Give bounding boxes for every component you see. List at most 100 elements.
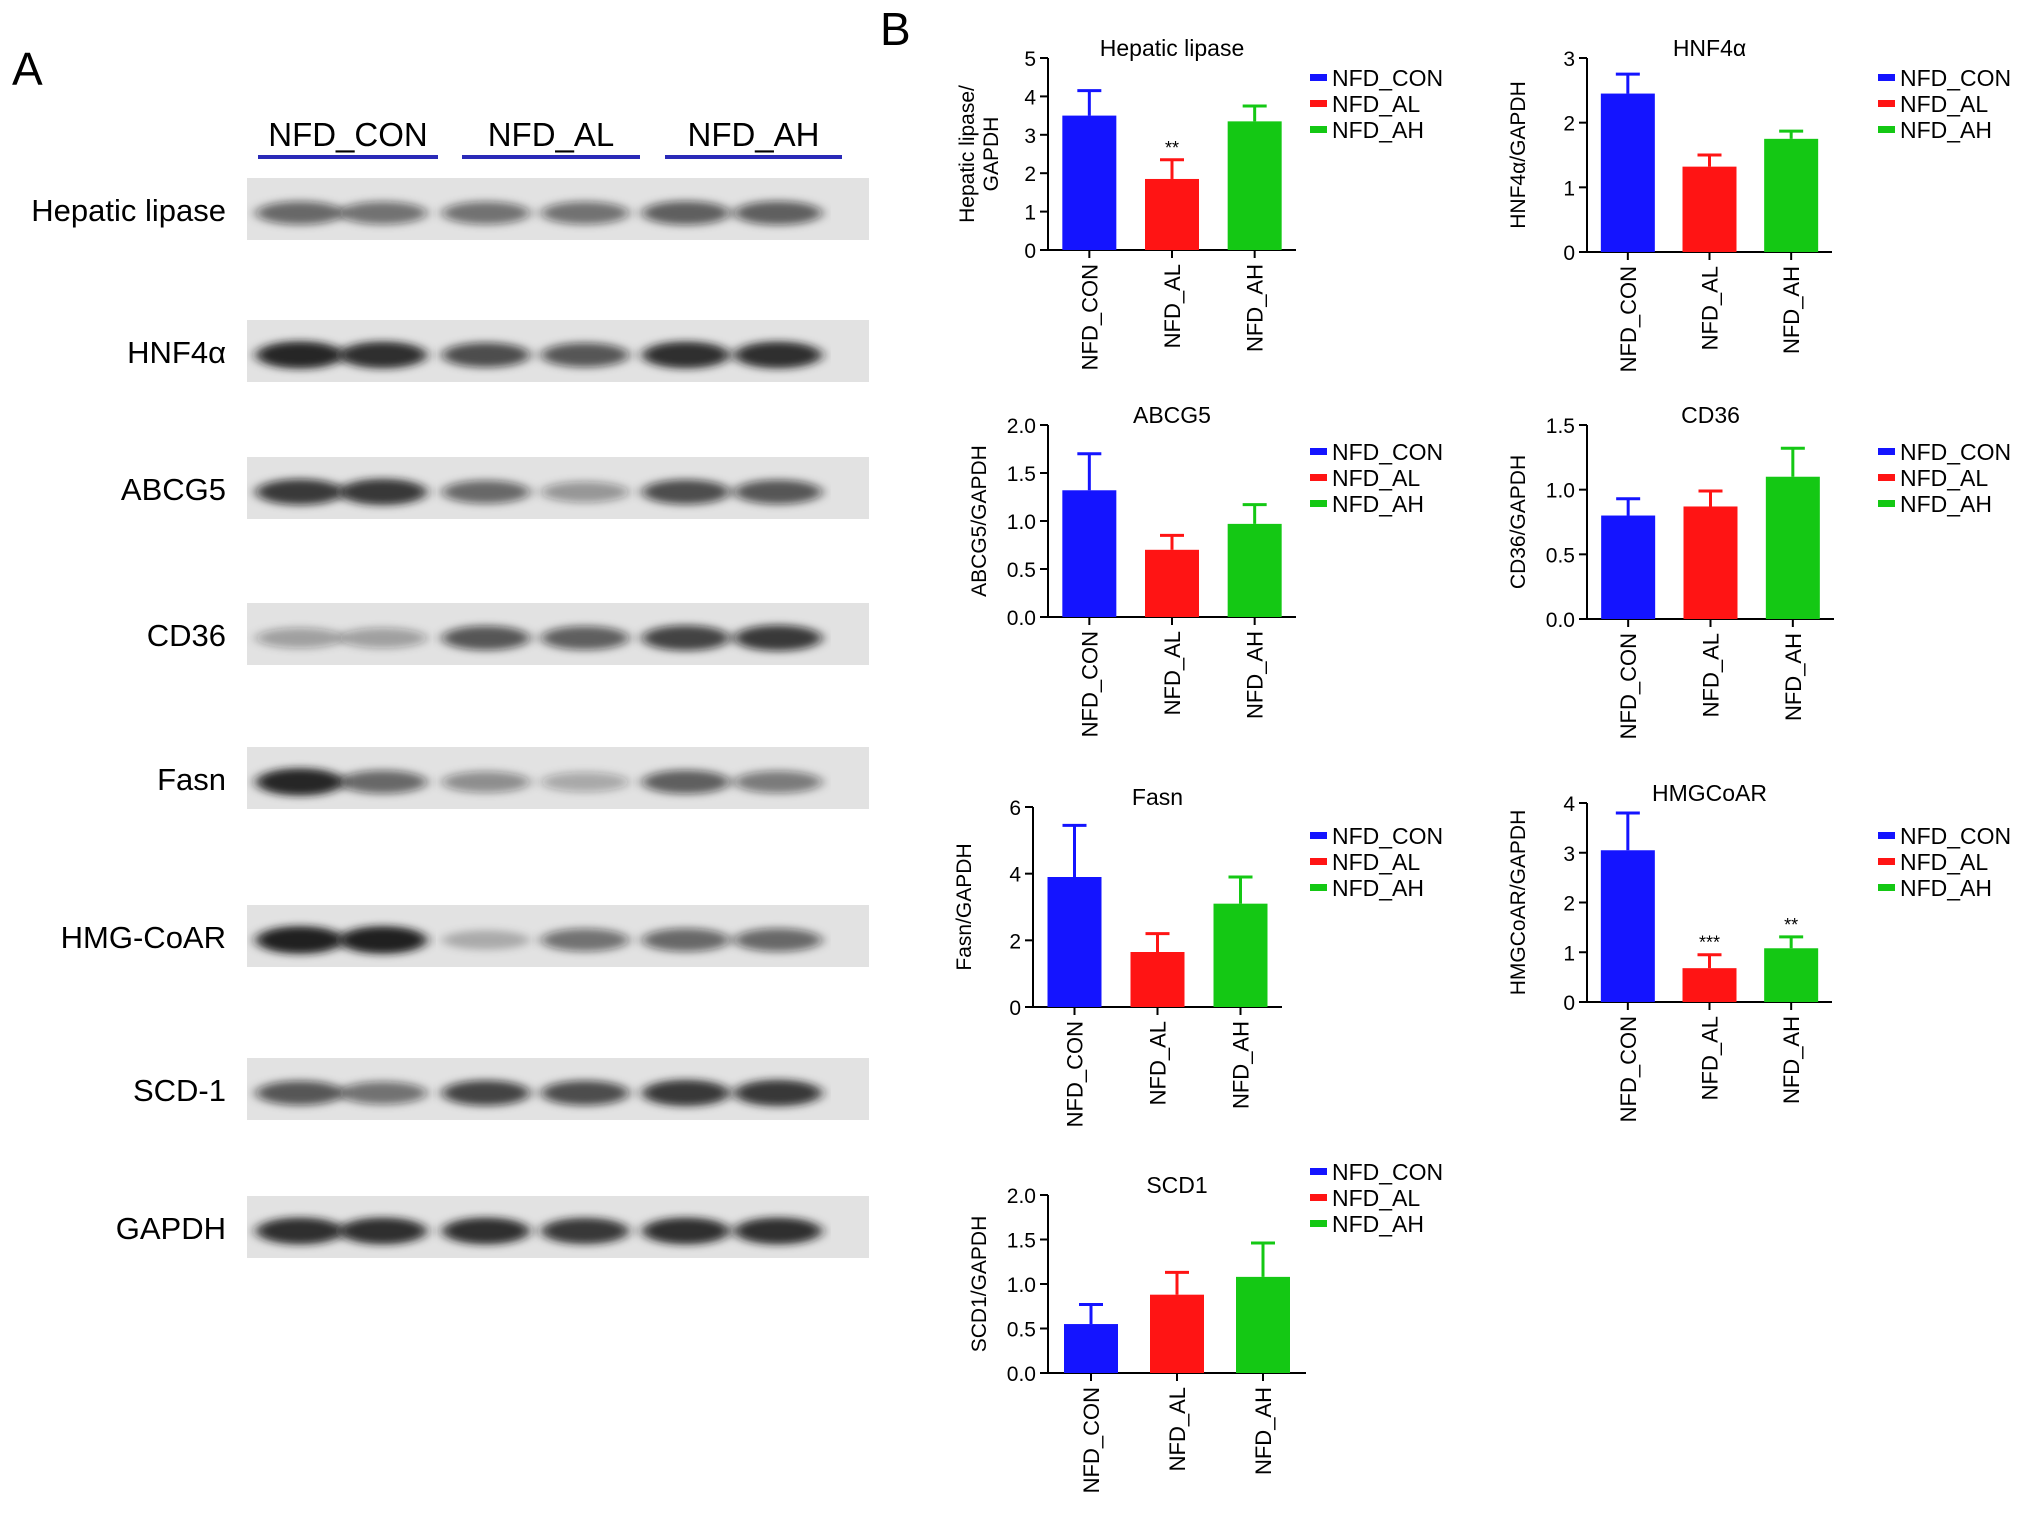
blot-row-abcg5: ABCG5 bbox=[121, 457, 869, 519]
blot-band bbox=[339, 926, 427, 954]
legend-label: NFD_AL bbox=[1900, 91, 1988, 117]
x-tick-label: NFD_AL bbox=[1698, 1016, 1723, 1100]
legend-label: NFD_AH bbox=[1332, 117, 1424, 143]
y-axis-label: Fasn/GAPDH bbox=[953, 843, 976, 970]
y-axis-label-line: CD36/GAPDH bbox=[1507, 455, 1530, 589]
blot-label: ABCG5 bbox=[121, 472, 226, 507]
legend-swatch bbox=[1310, 100, 1327, 107]
y-tick-label: 0.0 bbox=[1546, 609, 1575, 632]
legend-label: NFD_CON bbox=[1900, 65, 2011, 91]
y-tick-label: 0.0 bbox=[1007, 1363, 1036, 1386]
bar-nfd-al bbox=[1682, 166, 1737, 252]
x-tick-label: NFD_CON bbox=[1079, 1387, 1104, 1493]
y-tick-label: 3 bbox=[1024, 125, 1036, 148]
legend-label: NFD_AH bbox=[1900, 117, 1992, 143]
x-tick-label: NFD_CON bbox=[1077, 264, 1102, 370]
bar-nfd-al bbox=[1150, 1294, 1204, 1373]
blot-band bbox=[442, 930, 530, 950]
blot-row-hmg-coar: HMG-CoAR bbox=[61, 905, 869, 967]
y-tick-label: 0 bbox=[1024, 240, 1036, 263]
y-axis-label: HMGCoAR/GAPDH bbox=[1507, 810, 1530, 996]
legend-swatch bbox=[1878, 126, 1895, 133]
y-axis-label: CD36/GAPDH bbox=[1507, 455, 1530, 589]
blot-band bbox=[642, 928, 730, 952]
chart-title: SCD1 bbox=[1146, 1172, 1207, 1198]
blot-band bbox=[339, 1081, 427, 1105]
y-tick-label: 4 bbox=[1009, 864, 1021, 887]
x-tick-label: NFD_AL bbox=[1160, 631, 1185, 715]
western-blot-panel: A NFD_CON NFD_AL NFD_AH Hepatic lipase HNF4… bbox=[12, 43, 869, 1258]
y-tick-label: 2 bbox=[1024, 163, 1036, 186]
y-tick-label: 1.5 bbox=[1007, 463, 1036, 486]
x-tick-label: NFD_AH bbox=[1251, 1387, 1276, 1475]
legend-swatch bbox=[1310, 1194, 1327, 1201]
legend-swatch bbox=[1310, 448, 1327, 455]
y-tick-label: 6 bbox=[1009, 797, 1021, 820]
y-tick-label: 1 bbox=[1563, 942, 1575, 965]
y-tick-label: 2 bbox=[1563, 893, 1575, 916]
y-axis-label-line: SCD1/GAPDH bbox=[968, 1216, 991, 1353]
blot-band bbox=[442, 201, 530, 225]
blot-band bbox=[339, 201, 427, 225]
blot-band bbox=[541, 626, 629, 650]
blot-band bbox=[642, 479, 730, 505]
x-tick-label: NFD_AH bbox=[1229, 1021, 1254, 1109]
x-tick-label: NFD_CON bbox=[1063, 1021, 1088, 1127]
legend-swatch bbox=[1310, 832, 1327, 839]
y-tick-label: 1.0 bbox=[1007, 511, 1036, 534]
blot-band bbox=[734, 341, 822, 369]
blot-band bbox=[339, 478, 427, 506]
blot-row-hnf4: HNF4α bbox=[127, 320, 869, 382]
blot-band bbox=[339, 627, 427, 649]
blot-row-gapdh: GAPDH bbox=[116, 1196, 869, 1258]
legend-swatch bbox=[1878, 832, 1895, 839]
bar-nfd-con bbox=[1064, 1324, 1118, 1373]
blot-row-scd-1: SCD-1 bbox=[133, 1058, 869, 1120]
bar-charts-panel: B Hepatic lipase 0 1 2 3 4 5 Hepatic lipase/GAP… bbox=[880, 3, 2011, 1493]
x-tick-label: NFD_AL bbox=[1146, 1021, 1171, 1105]
blot-rows: Hepatic lipase HNF4α ABCG5 CD36 Fasn HMG-CoAR… bbox=[31, 178, 869, 1258]
legend-label: NFD_AL bbox=[1332, 849, 1420, 875]
blot-band bbox=[256, 627, 344, 649]
chart-title: Fasn bbox=[1132, 784, 1183, 810]
blot-row-fasn: Fasn bbox=[157, 747, 869, 809]
x-tick-label: NFD_CON bbox=[1077, 631, 1102, 737]
legend-label: NFD_AH bbox=[1900, 491, 1992, 517]
legend-label: NFD_AH bbox=[1332, 491, 1424, 517]
blot-band bbox=[541, 201, 629, 225]
y-tick-label: 1 bbox=[1024, 202, 1036, 225]
bar-nfd-con bbox=[1047, 877, 1102, 1007]
y-tick-label: 2.0 bbox=[1007, 415, 1036, 438]
legend-label: NFD_AL bbox=[1332, 465, 1420, 491]
blot-label: CD36 bbox=[147, 618, 226, 653]
blot-label: SCD-1 bbox=[133, 1073, 226, 1108]
chart-title: HMGCoAR bbox=[1652, 780, 1767, 806]
y-tick-label: 0.5 bbox=[1007, 1319, 1036, 1342]
y-tick-label: 3 bbox=[1563, 843, 1575, 866]
y-tick-label: 0.5 bbox=[1546, 544, 1575, 567]
panel-a-letter: A bbox=[12, 43, 43, 95]
y-tick-label: 0.5 bbox=[1007, 559, 1036, 582]
blot-row-hepatic-lipase: Hepatic lipase bbox=[31, 178, 869, 240]
bar-nfd-ah bbox=[1213, 903, 1268, 1007]
legend-swatch bbox=[1878, 448, 1895, 455]
blot-band bbox=[256, 479, 344, 505]
legend-label: NFD_CON bbox=[1332, 1159, 1443, 1185]
bar-nfd-ah bbox=[1764, 948, 1819, 1002]
group-header-label: NFD_AH bbox=[687, 116, 819, 153]
bar-nfd-con bbox=[1600, 850, 1655, 1002]
bar-nfd-al bbox=[1145, 549, 1199, 617]
legend-swatch bbox=[1878, 74, 1895, 81]
blot-band bbox=[734, 770, 822, 794]
blot-band bbox=[339, 770, 427, 794]
legend-label: NFD_CON bbox=[1900, 823, 2011, 849]
blot-band bbox=[442, 480, 530, 504]
y-axis-label-line: HMGCoAR/GAPDH bbox=[1507, 810, 1530, 996]
blot-band bbox=[541, 928, 629, 952]
x-tick-label: NFD_AH bbox=[1243, 264, 1268, 352]
legend-swatch bbox=[1310, 74, 1327, 81]
blot-band bbox=[642, 770, 730, 794]
